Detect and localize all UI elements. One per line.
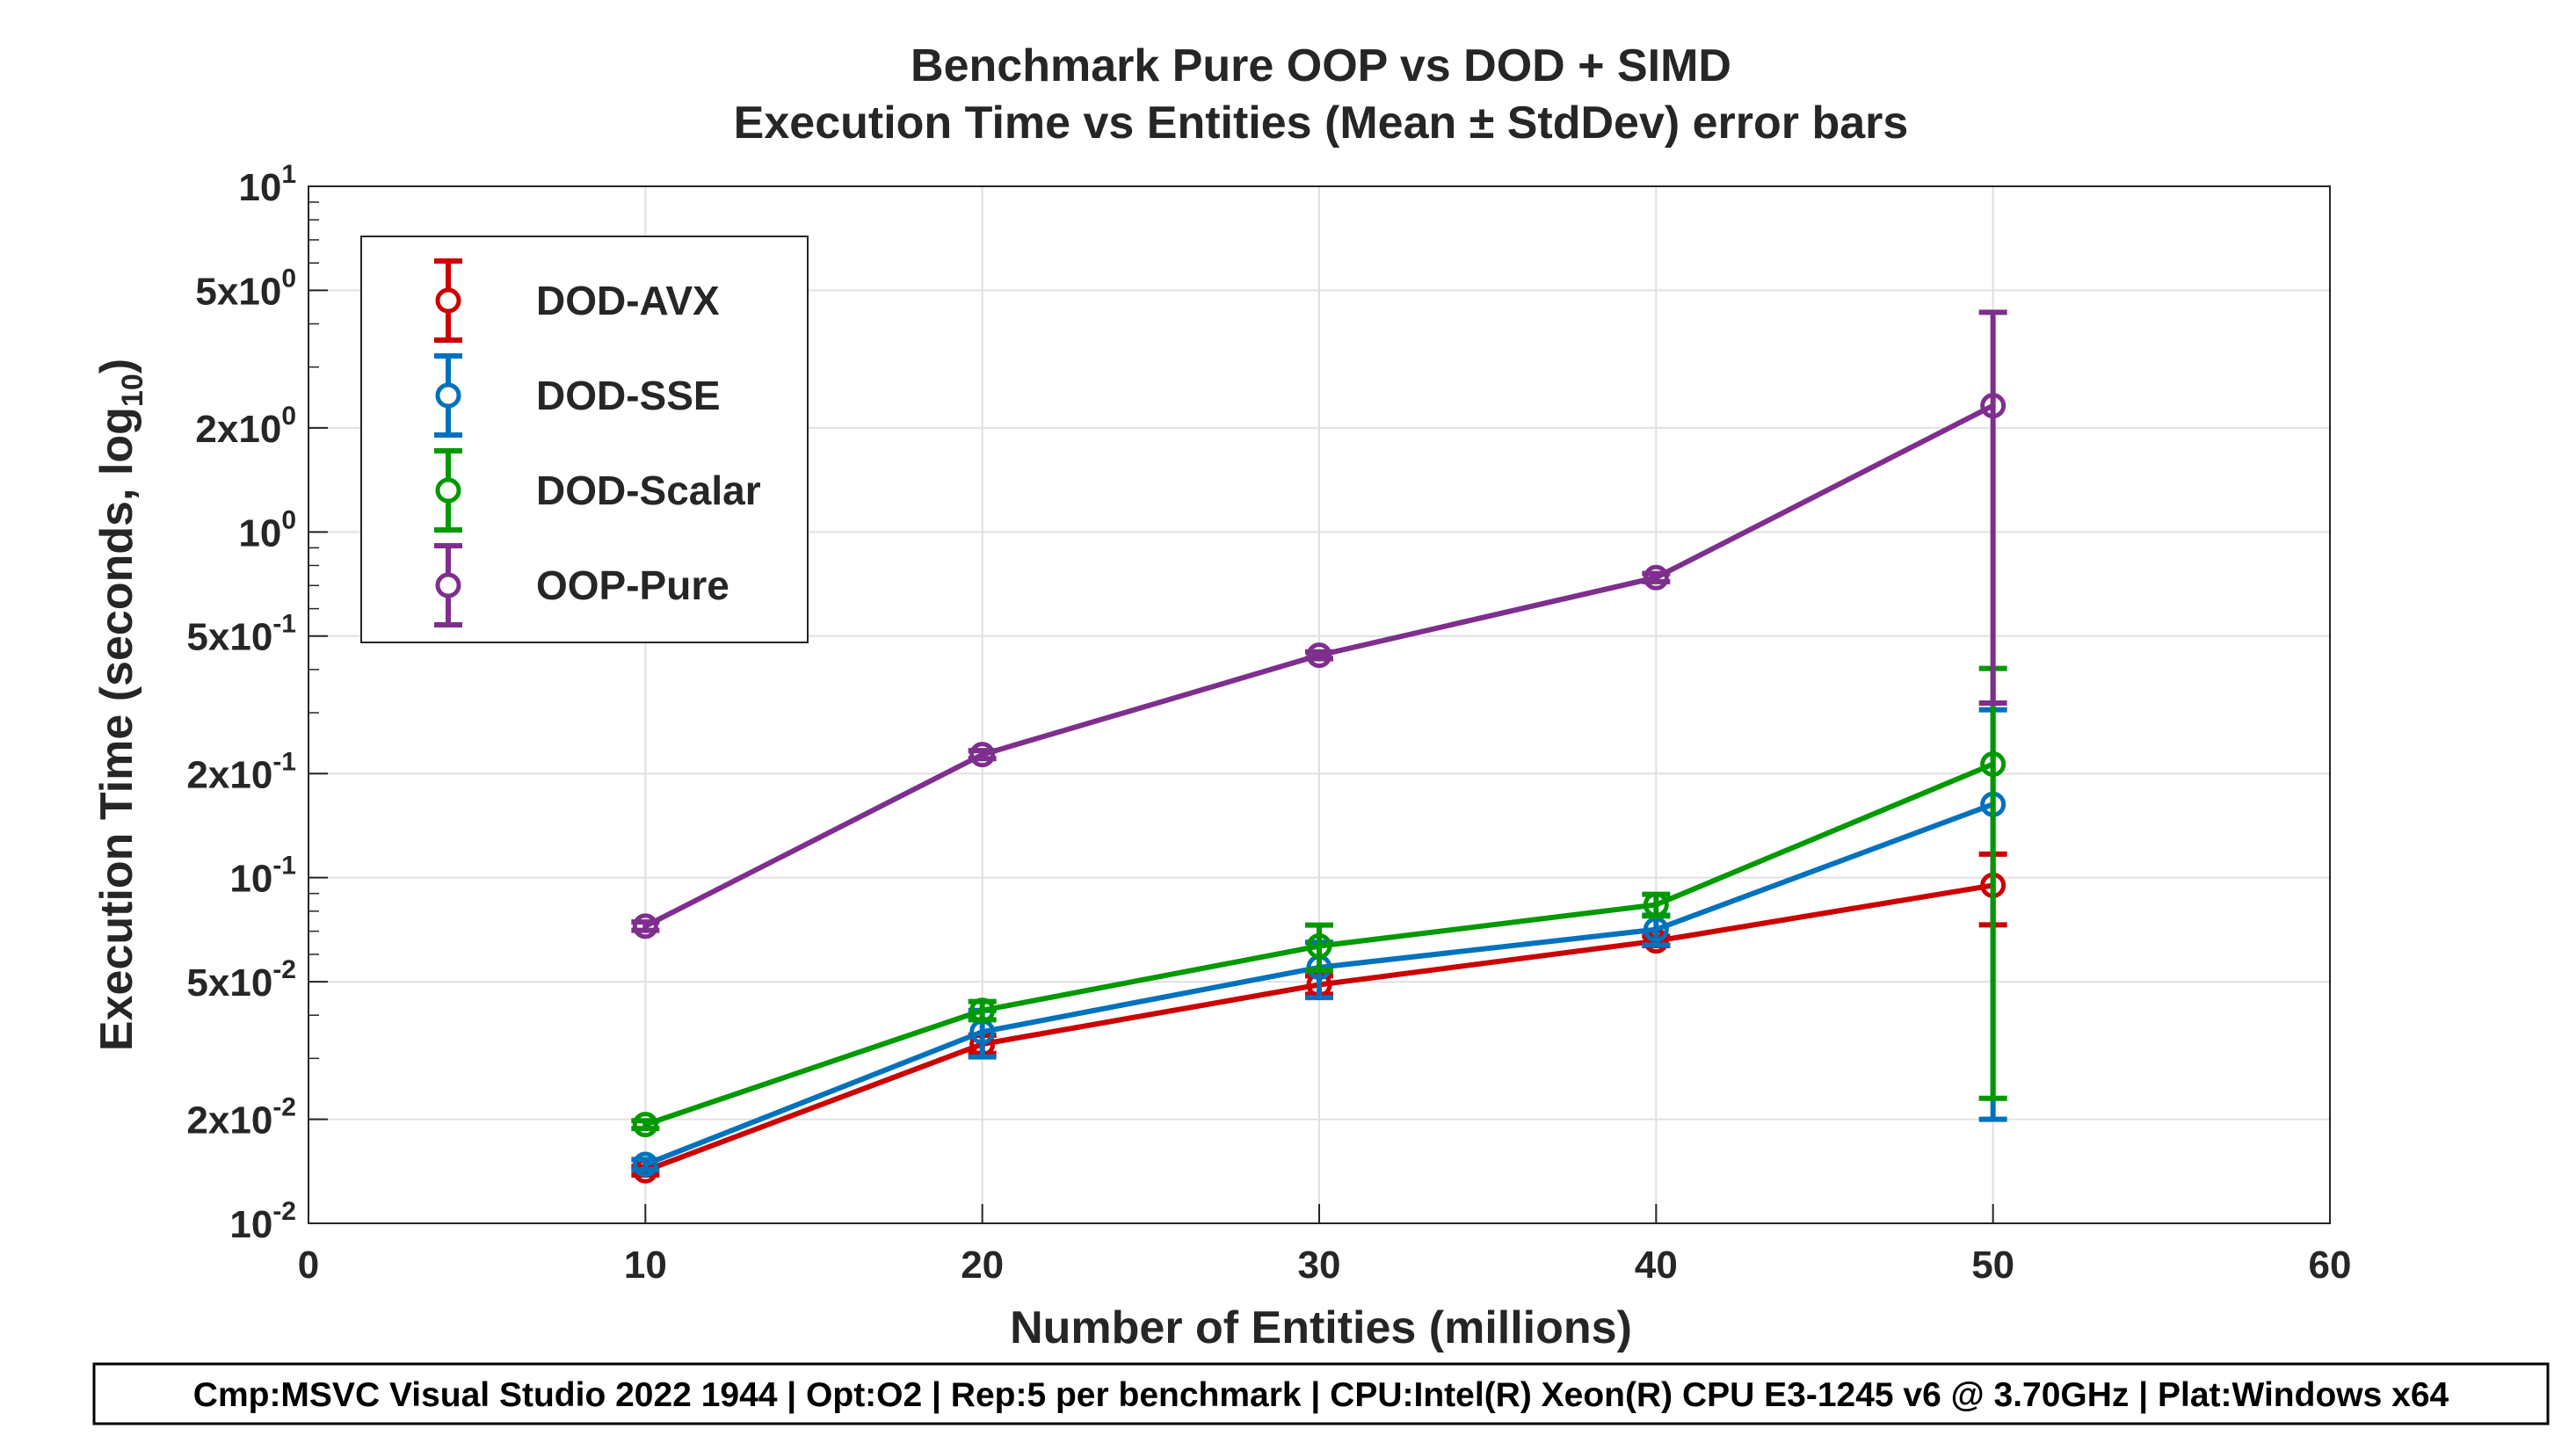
legend-marker	[435, 477, 461, 504]
legend-item: DOD-AVX	[434, 258, 720, 343]
y-tick-label-exponent: -2	[272, 1197, 296, 1226]
chart-subtitle: Execution Time vs Entities (Mean ± StdDe…	[734, 98, 1909, 149]
y-tick-label: 10-1	[229, 852, 296, 901]
y-tick-label: 101	[238, 160, 296, 209]
data-point	[969, 997, 996, 1024]
y-tick-label: 2x100	[195, 402, 296, 451]
y-tick-label-exponent: -2	[272, 955, 296, 984]
data-point	[632, 913, 658, 939]
legend-label: DOD-SSE	[536, 373, 721, 418]
y-tick-label-base: 2x10	[195, 408, 281, 451]
x-tick-label: 30	[1298, 1244, 1341, 1287]
x-tick-label: 60	[2309, 1244, 2352, 1287]
y-tick-label-base: 10	[238, 511, 281, 555]
x-axis: 0 10 20 30 40 50 60	[298, 1204, 2352, 1287]
x-tick-label: 50	[1971, 1244, 2014, 1287]
data-point	[632, 1112, 658, 1138]
legend-marker	[435, 287, 461, 314]
y-axis-label-sub: 10	[116, 374, 149, 407]
legend-marker	[435, 572, 461, 598]
legend-label: DOD-AVX	[536, 278, 720, 323]
data-point	[1980, 751, 2006, 778]
footer-text: Cmp:MSVC Visual Studio 2022 1944 | Opt:O…	[193, 1376, 2449, 1414]
series-layer	[631, 309, 2007, 1184]
y-tick-label: 2x10-2	[186, 1093, 296, 1142]
y-tick-label-exponent: 1	[281, 160, 296, 189]
data-point	[1643, 917, 1669, 943]
y-tick-label-base: 5x10	[186, 961, 272, 1004]
x-tick-label: 0	[298, 1244, 319, 1287]
legend-box	[360, 236, 809, 643]
x-tick-label: 20	[961, 1244, 1004, 1287]
data-point	[1306, 642, 1332, 669]
series-oop-pure	[631, 309, 2007, 939]
series-dod-scalar	[631, 665, 2007, 1138]
data-point	[1643, 564, 1669, 591]
y-tick-label-base: 2x10	[186, 1099, 272, 1142]
y-tick-label: 5x10-1	[186, 610, 296, 659]
y-tick-label-base: 5x10	[186, 616, 272, 659]
y-tick-label: 2x10-1	[186, 747, 296, 796]
y-axis-label-close: )	[91, 359, 142, 374]
y-tick-label-base: 10	[229, 1203, 272, 1246]
y-tick-label: 10-2	[229, 1197, 296, 1246]
data-point	[969, 742, 996, 768]
y-tick-label-base: 10	[238, 166, 281, 209]
legend-label: OOP-Pure	[536, 562, 729, 608]
legend-item: DOD-SSE	[434, 353, 721, 438]
y-tick-label-base: 2x10	[186, 753, 272, 796]
x-tick-label: 40	[1635, 1244, 1678, 1287]
data-point	[632, 1151, 658, 1178]
y-tick-label-exponent: -1	[272, 852, 296, 881]
y-tick-label-base: 5x10	[195, 270, 281, 313]
footer-box	[92, 1362, 2550, 1425]
data-point	[1643, 891, 1669, 917]
y-tick-label-exponent: 0	[281, 402, 296, 431]
y-tick-label-exponent: -1	[272, 610, 296, 639]
y-tick-label: 100	[238, 505, 296, 555]
y-tick-label-exponent: 0	[281, 264, 296, 293]
y-tick-label: 5x100	[195, 264, 296, 313]
y-tick-label-base: 10	[229, 858, 272, 901]
y-axis: 10-22x10-25x10-210-12x10-15x10-11002x100…	[186, 160, 328, 1246]
x-axis-label: Number of Entities (millions)	[1010, 1302, 1632, 1353]
y-tick-label-exponent: -2	[272, 1093, 296, 1122]
chart-title: Benchmark Pure OOP vs DOD + SIMD	[911, 40, 1731, 91]
x-tick-label: 10	[624, 1244, 667, 1287]
y-tick-label-exponent: 0	[281, 505, 296, 534]
data-point	[1306, 933, 1332, 960]
y-tick-label-exponent: -1	[272, 747, 296, 776]
y-axis-label-main: Execution Time (seconds, log	[91, 407, 142, 1051]
legend-item: OOP-Pure	[434, 543, 729, 627]
legend: DOD-AVX DOD-SSE DOD-Scalar OOP-Pure	[360, 236, 809, 643]
legend-label: DOD-Scalar	[536, 468, 761, 513]
data-point	[1980, 393, 2006, 419]
legend-marker	[435, 382, 461, 409]
y-tick-label: 5x10-2	[186, 955, 296, 1004]
y-axis-label: Execution Time (seconds, log10)	[91, 359, 149, 1051]
legend-item: DOD-Scalar	[434, 448, 761, 533]
